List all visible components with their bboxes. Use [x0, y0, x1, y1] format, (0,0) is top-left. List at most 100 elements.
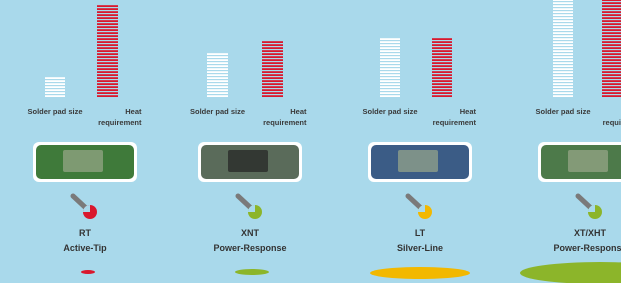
bar-stripe — [207, 92, 228, 94]
bar-stripe — [602, 86, 621, 88]
bar-stripe — [262, 92, 283, 94]
bar-stripe — [553, 53, 573, 55]
bar-stripe — [207, 71, 228, 73]
bar-stripe — [207, 68, 228, 70]
bar-stripe — [97, 74, 118, 76]
bar-stripe — [97, 62, 118, 64]
bar-stripe — [97, 20, 118, 22]
bar-stripe — [602, 20, 621, 22]
bar-stripe — [207, 62, 228, 64]
bar-stripe — [553, 50, 573, 52]
bar-stripe — [553, 59, 573, 61]
bar-stripe — [553, 20, 573, 22]
bar-stripe — [97, 71, 118, 73]
bar-stripe — [553, 11, 573, 13]
bar-stripe — [602, 23, 621, 25]
bar-stripe — [602, 65, 621, 67]
bar-stripe — [207, 74, 228, 76]
bar-stripe — [97, 68, 118, 70]
bar-stripe — [553, 5, 573, 7]
bar-stripe — [553, 23, 573, 25]
bar-stripe — [602, 47, 621, 49]
bar-stripe — [602, 32, 621, 34]
bar-stripe — [45, 95, 65, 97]
product-name: Active-Tip — [25, 241, 145, 256]
size-ellipse — [370, 267, 470, 279]
bar-stripe — [432, 53, 452, 55]
bar-stripe — [97, 50, 118, 52]
bar-stripe — [432, 47, 452, 49]
bar-stripe — [602, 80, 621, 82]
size-ellipse — [520, 262, 621, 283]
bar-stripe — [380, 44, 400, 46]
bar-stripe — [380, 38, 400, 40]
bar-stripe — [380, 92, 400, 94]
solder-label: Solder pad size — [528, 106, 598, 117]
bar-stripe — [553, 44, 573, 46]
bar-stripe — [97, 44, 118, 46]
bar-stripe — [602, 50, 621, 52]
bar-stripe — [602, 77, 621, 79]
bar-stripe — [45, 92, 65, 94]
bar-stripe — [207, 59, 228, 61]
bar-stripe — [553, 26, 573, 28]
product-chip — [568, 150, 608, 172]
product-name: Silver-Line — [360, 241, 480, 256]
bar-stripe — [97, 95, 118, 97]
product-chip — [63, 150, 103, 172]
bar-stripe — [553, 47, 573, 49]
product-chip — [228, 150, 268, 172]
bar-stripe — [262, 65, 283, 67]
bar-stripe — [432, 89, 452, 91]
bar-stripe — [553, 56, 573, 58]
product-code: LT — [360, 226, 480, 241]
bar-stripe — [553, 77, 573, 79]
bar-stripe — [97, 53, 118, 55]
bar-stripe — [380, 68, 400, 70]
bar-stripe — [432, 71, 452, 73]
bar-stripe — [602, 44, 621, 46]
bar-stripe — [97, 77, 118, 79]
tip-shaft — [408, 196, 422, 209]
bar-stripe — [553, 38, 573, 40]
bar-stripe — [207, 83, 228, 85]
bar-stripe — [553, 95, 573, 97]
bar-stripe — [553, 35, 573, 37]
bar-stripe — [602, 68, 621, 70]
bar-stripe — [432, 41, 452, 43]
size-ellipse — [81, 270, 95, 274]
bar-stripe — [380, 41, 400, 43]
bar-stripe — [602, 17, 621, 19]
bar-stripe — [553, 8, 573, 10]
solder-label: Solder pad size — [355, 106, 425, 117]
bar-stripe — [553, 2, 573, 4]
bar-stripe — [97, 92, 118, 94]
bar-stripe — [432, 65, 452, 67]
bar-stripe — [97, 38, 118, 40]
bar-stripe — [262, 95, 283, 97]
bar-stripe — [602, 11, 621, 13]
tip-shaft — [578, 196, 592, 209]
bar-stripe — [97, 26, 118, 28]
bar-stripe — [380, 62, 400, 64]
bar-stripe — [45, 80, 65, 82]
bar-stripe — [432, 44, 452, 46]
bar-stripe — [602, 95, 621, 97]
bar-stripe — [432, 68, 452, 70]
bar-stripe — [97, 29, 118, 31]
bar-stripe — [45, 77, 65, 79]
bar-stripe — [432, 80, 452, 82]
bar-stripe — [380, 65, 400, 67]
bar-stripe — [432, 86, 452, 88]
bar-stripe — [432, 62, 452, 64]
bar-stripe — [553, 68, 573, 70]
bar-stripe — [553, 0, 573, 1]
bar-stripe — [432, 74, 452, 76]
product-name: Power-Response — [190, 241, 310, 256]
bar-stripe — [602, 62, 621, 64]
bar-stripe — [262, 62, 283, 64]
bar-stripe — [207, 80, 228, 82]
bar-stripe — [602, 29, 621, 31]
bar-stripe — [602, 5, 621, 7]
heat-label: Heat requirement — [602, 106, 621, 128]
